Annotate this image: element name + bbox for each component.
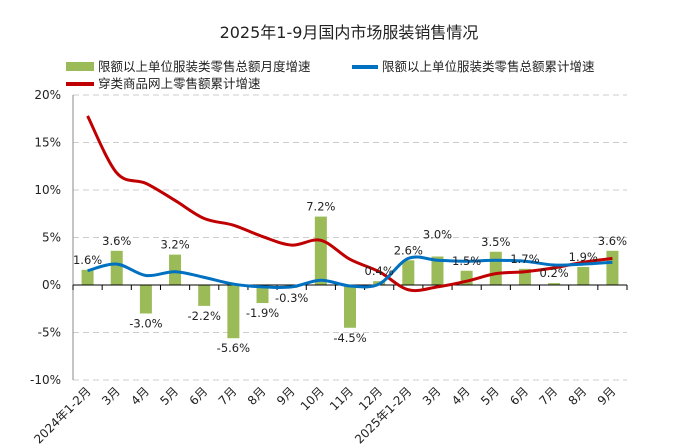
- y-tick-label: 10%: [34, 183, 61, 197]
- x-tick-label: 7月: [216, 384, 240, 408]
- legend-swatch-bar: [66, 62, 94, 71]
- data-label: 3.6%: [102, 234, 131, 248]
- data-label: -1.9%: [246, 306, 279, 320]
- bar: [198, 285, 211, 306]
- bar: [431, 256, 444, 285]
- bar: [169, 254, 182, 285]
- x-tick-label: 6月: [187, 384, 211, 408]
- bar: [606, 250, 619, 285]
- y-tick-label: 15%: [34, 136, 61, 150]
- data-label: -3.0%: [129, 317, 162, 331]
- x-tick-label: 5月: [478, 384, 502, 408]
- data-label: -5.6%: [217, 341, 250, 355]
- data-label: 0.2%: [539, 266, 568, 280]
- x-tick-label: 3月: [99, 384, 123, 408]
- x-tick-label: 6月: [507, 384, 531, 408]
- x-tick-label: 5月: [157, 384, 181, 408]
- data-label: 2.6%: [394, 243, 423, 257]
- x-tick-label: 9月: [595, 384, 619, 408]
- bar: [139, 285, 152, 314]
- data-label: -0.3%: [275, 291, 308, 305]
- data-label: 1.7%: [510, 252, 539, 266]
- legend-label: 穿类商品网上零售额累计增速: [98, 76, 261, 91]
- data-label: 3.0%: [423, 228, 452, 242]
- bar: [110, 250, 123, 285]
- x-tick-label: 4月: [128, 384, 152, 408]
- bar: [81, 269, 94, 285]
- y-tick-label: 0%: [42, 278, 61, 292]
- bar: [314, 216, 327, 285]
- data-label: 3.2%: [160, 238, 189, 252]
- x-tick-label: 11月: [327, 384, 356, 413]
- bar: [402, 260, 415, 285]
- data-label: -4.5%: [333, 331, 366, 345]
- legend: 限额以上单位服装类零售总额月度增速 限额以上单位服装类零售总额累计增速穿类商品网上…: [66, 59, 595, 91]
- bar: [227, 285, 240, 339]
- chart-title: 2025年1-9月国内市场服装销售情况: [220, 23, 479, 42]
- x-tick-label: 7月: [536, 384, 560, 408]
- data-label: 1.9%: [569, 250, 598, 264]
- y-tick-label: -5%: [38, 326, 61, 340]
- x-tick-label: 3月: [420, 384, 444, 408]
- y-tick-label: 5%: [42, 231, 61, 245]
- data-label: 3.5%: [481, 235, 510, 249]
- x-tick-label: 8月: [566, 384, 590, 408]
- x-tick-label: 4月: [449, 384, 473, 408]
- series-line: [87, 255, 613, 290]
- bar: [577, 266, 590, 285]
- data-label: 0.4%: [365, 264, 394, 278]
- legend-label: 限额以上单位服装类零售总额累计增速: [382, 59, 595, 74]
- data-label: 3.6%: [598, 234, 627, 248]
- x-tick-label: 10月: [298, 384, 327, 413]
- x-tick-label: 9月: [274, 384, 298, 408]
- series-line: [86, 115, 613, 293]
- legend-label: 限额以上单位服装类零售总额月度增速: [98, 59, 311, 74]
- data-label: 1.5%: [452, 254, 481, 268]
- plot-area: -10%-5%0%5%10%15%20%1.6%3.6%-3.0%3.2%-2.…: [30, 88, 628, 447]
- bar: [344, 285, 356, 328]
- bar: [489, 251, 502, 285]
- y-tick-label: -10%: [30, 373, 61, 387]
- x-tick-label: 2024年1-2月: [31, 384, 93, 446]
- data-label: 1.6%: [73, 253, 102, 267]
- x-tick-label: 8月: [245, 384, 269, 408]
- data-label: -2.2%: [188, 309, 221, 323]
- bar: [548, 283, 561, 285]
- y-tick-label: 20%: [34, 88, 61, 102]
- bar: [256, 285, 269, 304]
- data-label: 7.2%: [306, 200, 335, 214]
